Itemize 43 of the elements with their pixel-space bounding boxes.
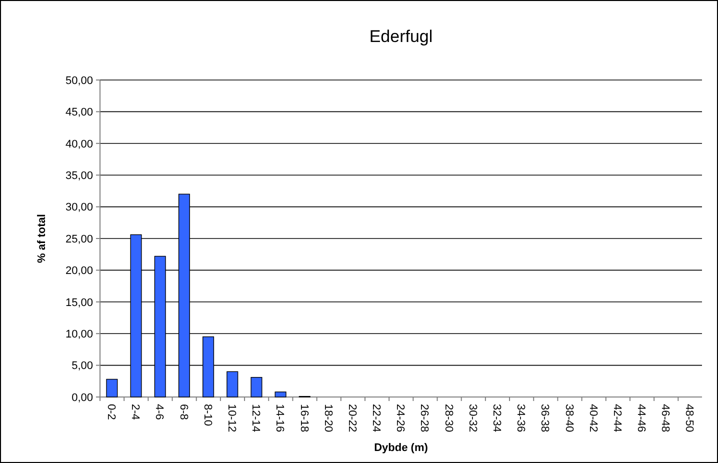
x-tick-label: 38-40 <box>562 404 575 432</box>
bar <box>106 378 118 398</box>
x-tick-label: 24-26 <box>394 404 406 432</box>
x-tick-label: 48-50 <box>683 404 696 432</box>
y-tick-label: 40,00 <box>65 138 93 150</box>
bar <box>250 376 262 398</box>
x-tick-label: 34-36 <box>514 404 527 432</box>
x-tick-label: 28-30 <box>442 404 454 432</box>
x-tick-label: 10-12 <box>226 404 238 432</box>
x-axis-title: Dybde (m) <box>374 442 428 454</box>
x-tick-label: 2-4 <box>129 404 142 420</box>
y-tick-label: 20,00 <box>65 265 93 278</box>
x-tick-label: 32-34 <box>490 404 503 432</box>
x-tick-label: 42-44 <box>610 404 623 432</box>
y-axis-title: % af total <box>36 214 48 263</box>
x-tick-label: 14-16 <box>274 404 286 432</box>
x-tick-label: 18-20 <box>322 404 334 432</box>
x-tick-label: 20-22 <box>346 404 358 432</box>
x-tick-label: 30-32 <box>466 404 478 432</box>
y-tick-label: 10,00 <box>65 328 93 340</box>
y-tick-label: 35,00 <box>65 170 93 182</box>
x-tick-label: 26-28 <box>418 404 430 432</box>
y-tick-label: 45,00 <box>65 106 93 119</box>
x-tick-label: 8-10 <box>201 404 214 426</box>
y-tick-label: 25,00 <box>65 233 93 246</box>
x-tick-label: 0-2 <box>105 404 118 420</box>
x-tick-label: 12-14 <box>250 404 262 432</box>
x-tick-label: 16-18 <box>298 404 310 432</box>
y-tick-label: 50,00 <box>65 74 93 87</box>
y-tick-label: 5,00 <box>72 360 93 372</box>
x-tick-label: 36-38 <box>538 404 551 432</box>
y-tick-label: 15,00 <box>65 296 93 309</box>
bar <box>226 371 238 398</box>
chart-title: Ederfugl <box>369 27 433 46</box>
bar <box>274 392 286 398</box>
y-tick-label: 30,00 <box>65 202 93 214</box>
x-tick-label: 44-46 <box>635 404 648 432</box>
x-tick-label: 6-8 <box>177 404 190 420</box>
x-tick-label: 46-48 <box>659 404 672 432</box>
y-tick-label: 0,00 <box>72 392 93 404</box>
x-tick-label: 22-24 <box>370 404 382 432</box>
x-tick-label: 4-6 <box>153 404 166 420</box>
x-tick-label: 40-42 <box>586 404 599 432</box>
